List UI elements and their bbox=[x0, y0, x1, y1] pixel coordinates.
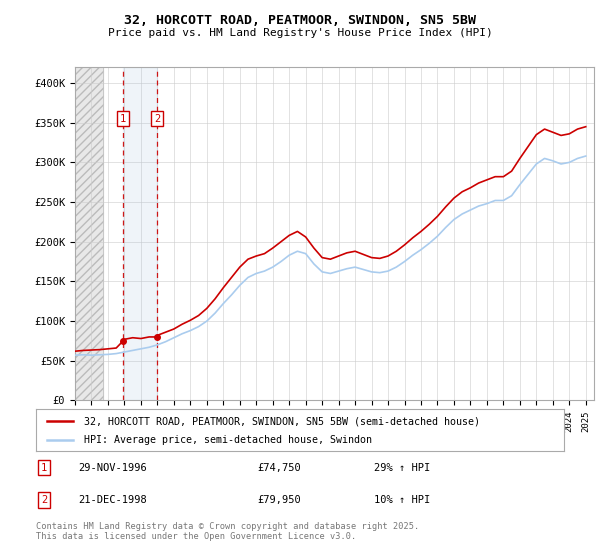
Text: 10% ↑ HPI: 10% ↑ HPI bbox=[374, 495, 430, 505]
Text: Price paid vs. HM Land Registry's House Price Index (HPI): Price paid vs. HM Land Registry's House … bbox=[107, 28, 493, 38]
Text: Contains HM Land Registry data © Crown copyright and database right 2025.
This d: Contains HM Land Registry data © Crown c… bbox=[36, 522, 419, 542]
Text: 29-NOV-1996: 29-NOV-1996 bbox=[78, 463, 147, 473]
Text: £79,950: £79,950 bbox=[258, 495, 302, 505]
Text: 32, HORCOTT ROAD, PEATMOOR, SWINDON, SN5 5BW (semi-detached house): 32, HORCOTT ROAD, PEATMOOR, SWINDON, SN5… bbox=[83, 417, 479, 426]
Bar bbox=[75, 67, 103, 400]
Bar bbox=[123, 67, 157, 400]
Text: £74,750: £74,750 bbox=[258, 463, 302, 473]
Text: 2: 2 bbox=[154, 114, 160, 124]
Bar bbox=[75, 67, 103, 400]
Text: HPI: Average price, semi-detached house, Swindon: HPI: Average price, semi-detached house,… bbox=[83, 435, 371, 445]
Text: 32, HORCOTT ROAD, PEATMOOR, SWINDON, SN5 5BW: 32, HORCOTT ROAD, PEATMOOR, SWINDON, SN5… bbox=[124, 14, 476, 27]
Text: 1: 1 bbox=[120, 114, 126, 124]
Text: 2: 2 bbox=[41, 495, 47, 505]
Text: 1: 1 bbox=[41, 463, 47, 473]
Text: 21-DEC-1998: 21-DEC-1998 bbox=[78, 495, 147, 505]
Text: 29% ↑ HPI: 29% ↑ HPI bbox=[374, 463, 430, 473]
